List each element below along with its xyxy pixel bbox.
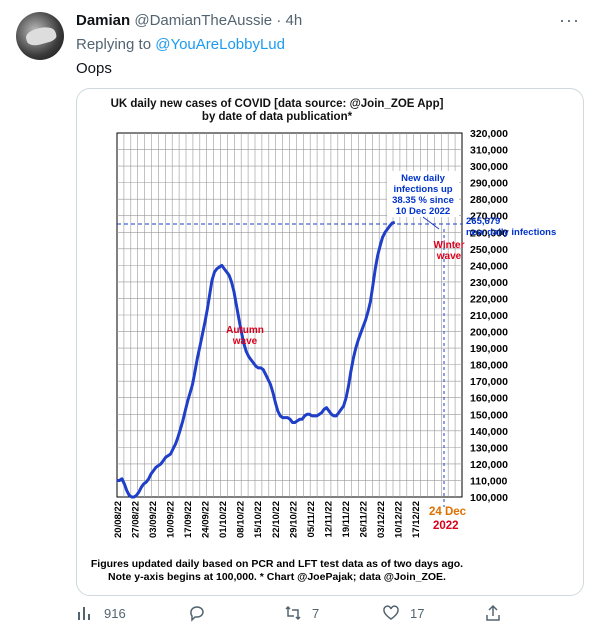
y-tick-label: 150,000 — [470, 409, 508, 421]
y-tick-label: 310,000 — [470, 145, 508, 157]
x-tick-label: 26/11/22 — [358, 501, 369, 537]
x-end-year: 2022 — [433, 520, 459, 532]
views-button[interactable]: 916 — [76, 604, 126, 622]
covid-chart: UK daily new cases of COVID [data source… — [91, 98, 556, 583]
y-tick-label: 160,000 — [470, 393, 508, 405]
chart-title-line1: UK daily new cases of COVID [data source… — [111, 98, 444, 110]
autumn-label-1: Autumn — [226, 325, 264, 336]
chart-title-line2: by date of data publication* — [202, 111, 353, 123]
y-tick-label: 250,000 — [470, 244, 508, 256]
y-tick-label: 200,000 — [470, 327, 508, 339]
new-infections-1: New daily — [401, 173, 446, 184]
footer-line1: Figures updated daily based on PCR and L… — [91, 558, 463, 570]
retweet-button[interactable]: 7 — [284, 604, 319, 622]
avatar[interactable] — [16, 12, 64, 60]
more-icon[interactable]: ··· — [559, 10, 580, 30]
x-tick-label: 22/10/22 — [271, 501, 282, 538]
x-tick-label: 08/10/22 — [236, 501, 247, 538]
separator: · — [276, 12, 282, 29]
x-tick-label: 19/11/22 — [341, 501, 352, 537]
footer-line2: Note y-axis begins at 100,000. * Chart @… — [108, 571, 446, 583]
value-sublabel: new daily infections — [466, 227, 556, 238]
like-button[interactable]: 17 — [382, 604, 424, 622]
x-tick-label: 17/12/22 — [411, 501, 422, 538]
winter-label-1: Winter — [433, 240, 464, 251]
y-tick-label: 210,000 — [470, 310, 508, 322]
annotation-arrow — [422, 216, 440, 230]
y-tick-label: 270,000 — [470, 211, 508, 223]
new-infections-3: 38.35 % since — [392, 195, 454, 206]
new-infections-box — [387, 171, 459, 217]
y-tick-label: 290,000 — [470, 178, 508, 190]
series-line — [117, 220, 396, 499]
new-infections-2: infections up — [393, 184, 452, 195]
retweet-count: 7 — [312, 605, 320, 621]
y-tick-label: 190,000 — [470, 343, 508, 355]
x-tick-label: 03/12/22 — [376, 501, 387, 538]
author-name[interactable]: Damian — [76, 12, 131, 29]
share-icon — [486, 604, 500, 621]
y-tick-label: 230,000 — [470, 277, 508, 289]
autumn-label-2: wave — [232, 336, 258, 347]
reply-button[interactable] — [188, 604, 216, 622]
like-count: 17 — [410, 605, 425, 621]
tweet-media[interactable]: UK daily new cases of COVID [data source… — [76, 88, 584, 596]
avatar-image — [24, 24, 58, 48]
x-tick-label: 29/10/22 — [288, 501, 299, 538]
y-tick-label: 320,000 — [470, 128, 508, 140]
new-infections-4: 10 Dec 2022 — [396, 206, 450, 217]
x-tick-label: 20/08/22 — [113, 501, 124, 538]
tweet-text: Oops — [76, 60, 112, 77]
x-tick-label: 03/09/22 — [148, 501, 159, 538]
x-tick-label: 15/10/22 — [253, 501, 264, 538]
x-tick-label: 27/08/22 — [131, 501, 142, 538]
y-tick-label: 170,000 — [470, 376, 508, 388]
share-button[interactable] — [484, 604, 502, 622]
analytics-icon — [78, 607, 90, 620]
y-tick-label: 240,000 — [470, 260, 508, 272]
heart-icon — [383, 605, 399, 620]
y-tick-label: 110,000 — [470, 475, 508, 487]
tweet-header: Damian @DamianTheAussie · 4h — [76, 12, 302, 29]
tweet-actions: 916 7 17 — [76, 604, 506, 628]
author-handle[interactable]: @DamianTheAussie — [134, 12, 273, 29]
x-end-day: 24 Dec — [429, 506, 467, 518]
value-label: 265,679 — [466, 216, 500, 227]
x-tick-label: 24/09/22 — [201, 501, 212, 538]
replying-to: Replying to @YouAreLobbyLud — [76, 36, 285, 53]
x-axis-ticks: 20/08/22 27/08/22 03/09/22 10/09/22 17/09/22… — [113, 501, 422, 538]
y-tick-label: 220,000 — [470, 293, 508, 305]
y-tick-label: 300,000 — [470, 161, 508, 173]
x-tick-label: 17/09/22 — [183, 501, 194, 538]
winter-label-2: wave — [436, 251, 462, 262]
y-tick-label: 120,000 — [470, 459, 508, 471]
y-axis-ticks: 320,000 310,000 300,000 290,000 280,000 270,0… — [470, 128, 508, 504]
y-tick-label: 280,000 — [470, 194, 508, 206]
reply-icon — [190, 606, 204, 622]
x-tick-label: 05/11/22 — [306, 501, 317, 537]
x-tick-label: 10/09/22 — [166, 501, 177, 538]
views-count: 916 — [104, 605, 126, 621]
y-tick-label: 130,000 — [470, 442, 508, 454]
y-tick-label: 140,000 — [470, 426, 508, 438]
y-tick-label: 180,000 — [470, 360, 508, 372]
x-tick-label: 01/10/22 — [218, 501, 229, 538]
x-tick-label: 10/12/22 — [393, 501, 404, 538]
y-tick-label: 260,000 — [470, 227, 508, 239]
x-tick-label: 12/11/22 — [323, 501, 334, 537]
reply-target-link[interactable]: @YouAreLobbyLud — [155, 36, 285, 53]
replying-prefix: Replying to — [76, 36, 156, 53]
retweet-icon — [285, 605, 301, 621]
y-tick-label: 100,000 — [470, 492, 508, 504]
tweet-time[interactable]: 4h — [285, 12, 303, 29]
